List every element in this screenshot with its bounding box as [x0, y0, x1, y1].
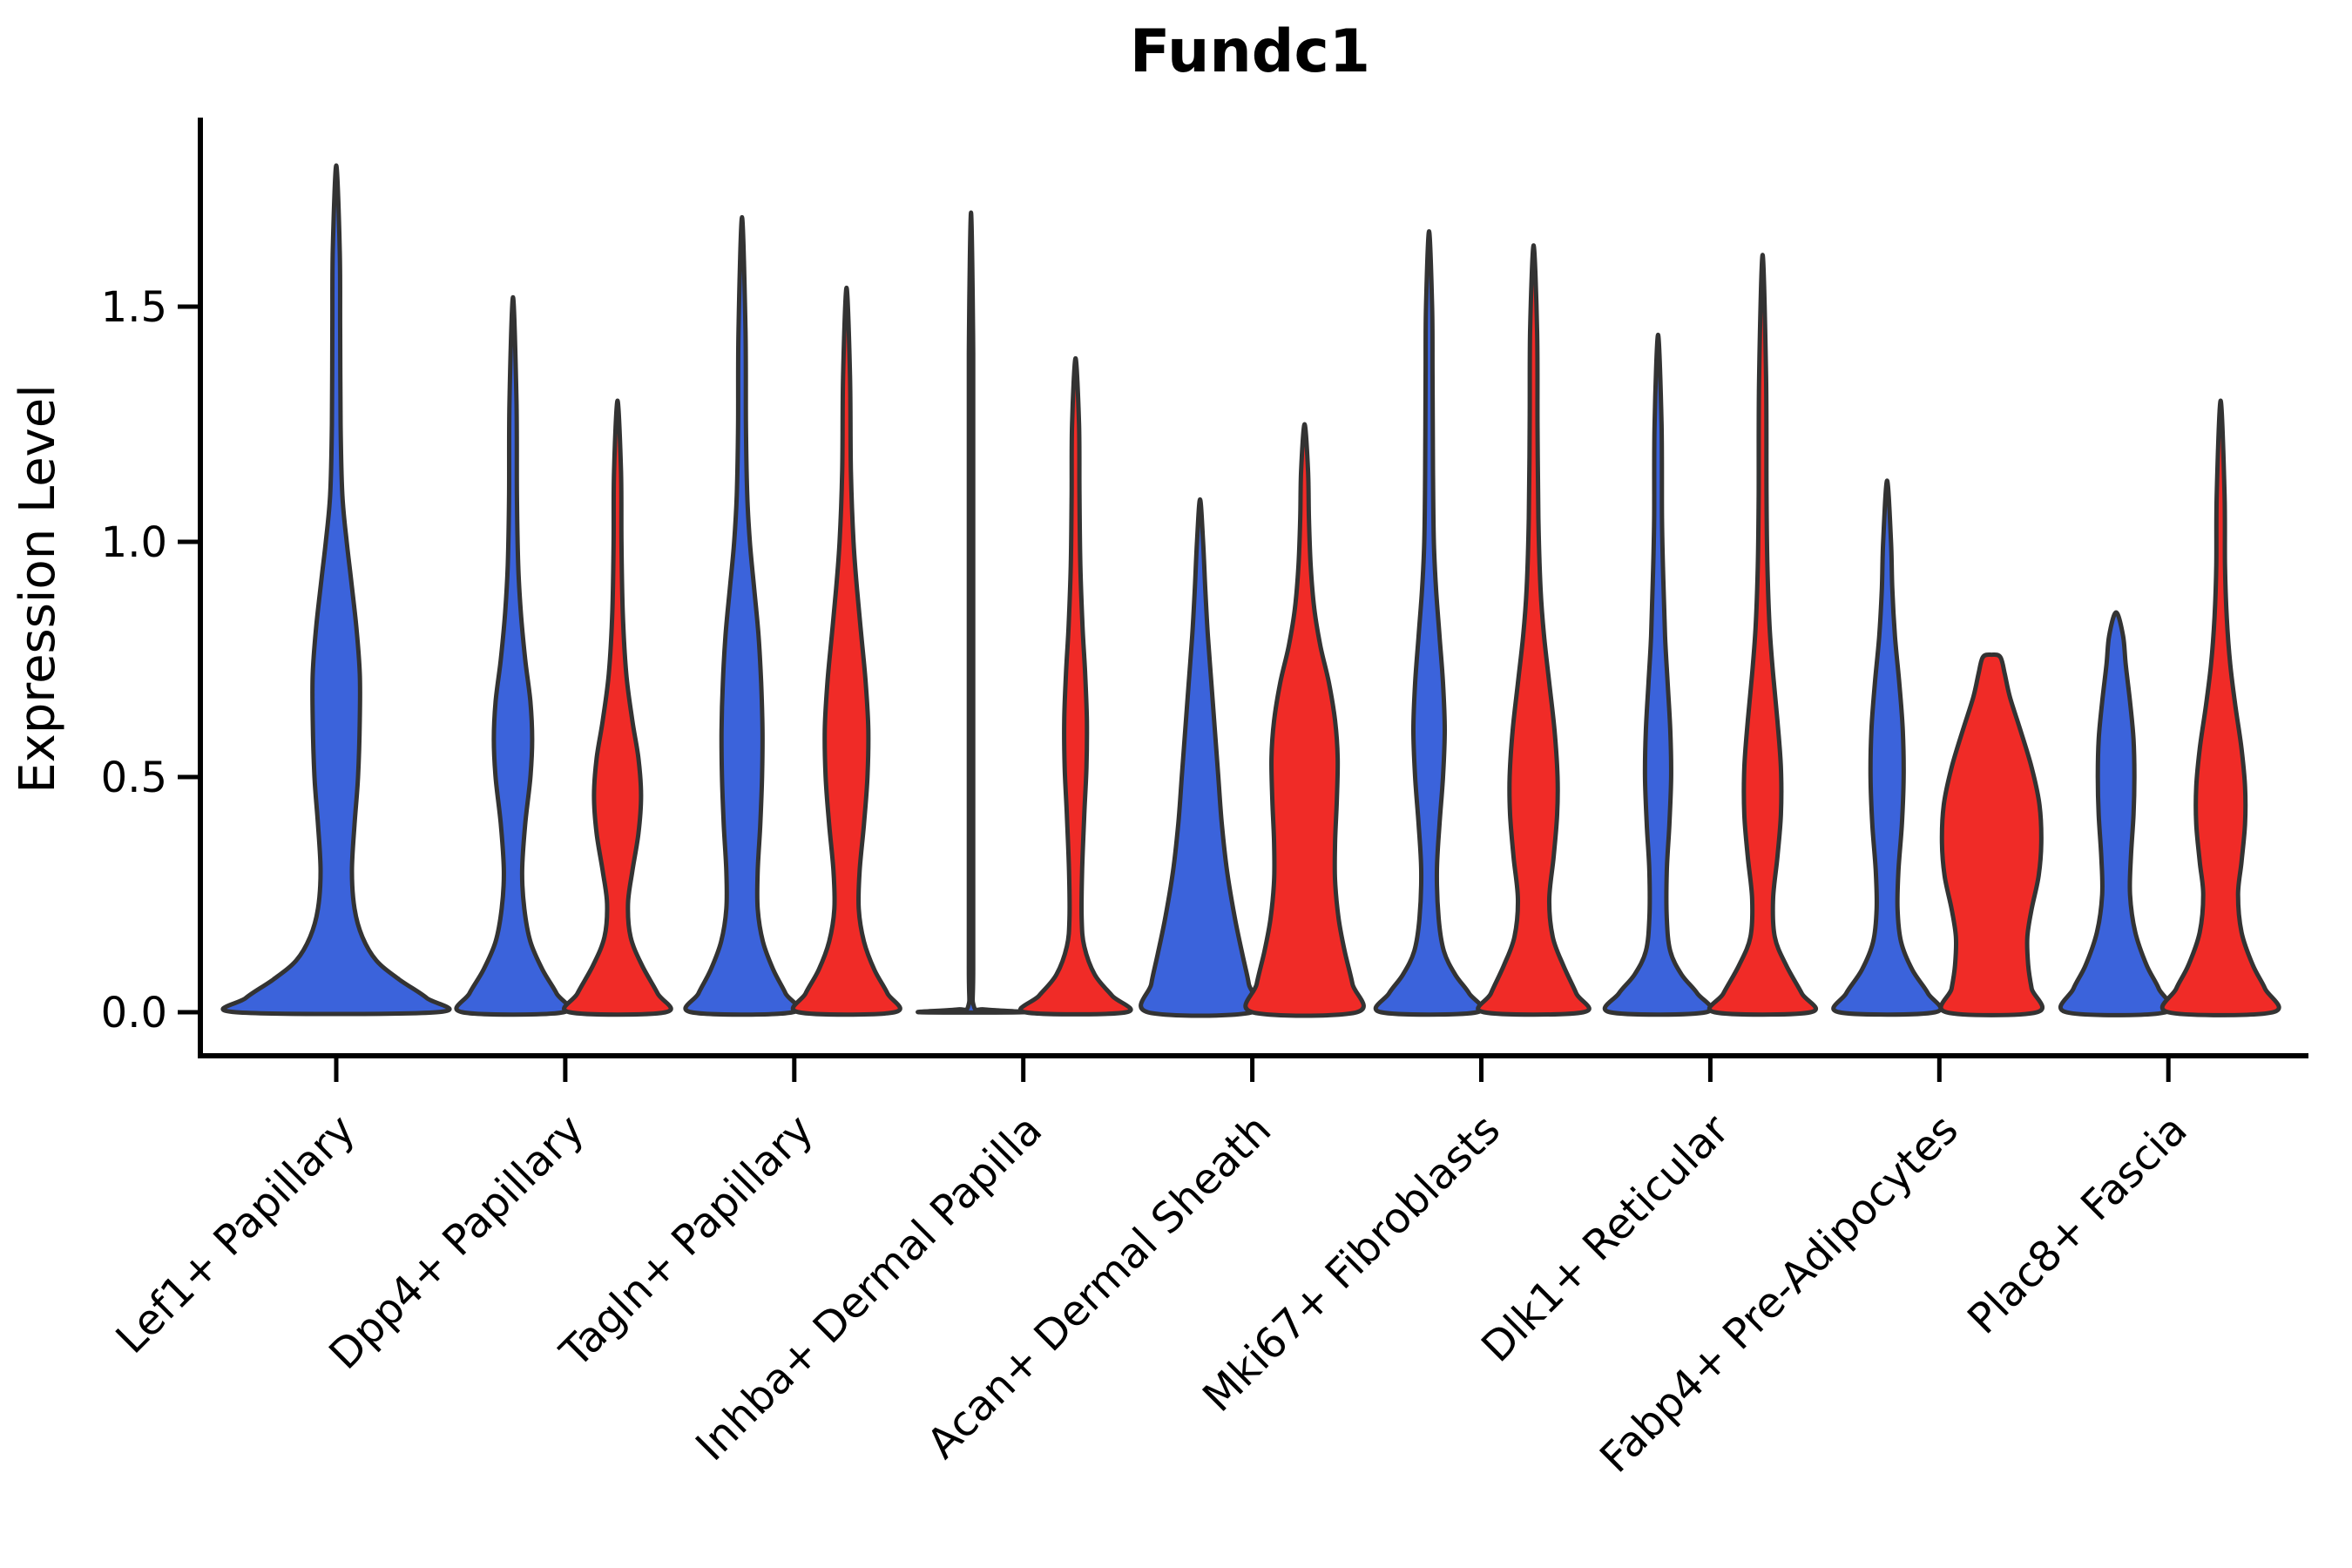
violin-acan-dermal-sheath-blue [1139, 497, 1261, 1018]
x-label-dlk1-reticular: Dlk1+ Reticular [1472, 1105, 1739, 1372]
x-label-plac8-fascia: Plac8+ Fascia [1958, 1105, 2197, 1344]
y-tick-label-1.0: 1.0 [101, 518, 167, 567]
violin-tagln-papillary-red [790, 285, 902, 1017]
y-tick-label-0.0: 0.0 [101, 989, 167, 1037]
violin-tagln-papillary-blue [683, 214, 801, 1017]
violin-inhba-dermal-papilla-red [1017, 355, 1133, 1017]
y-axis-ticks: 0.0 0.5 1.0 1.5 [101, 283, 200, 1037]
violin-fabp4-pre-adipocytes-blue [1831, 478, 1943, 1017]
x-label-lef1-papillary: Lef1+ Papillary [107, 1105, 365, 1363]
y-tick-label-1.5: 1.5 [101, 283, 167, 332]
y-axis-label: Expression Level [10, 384, 66, 794]
violin-dpp4-papillary-red [562, 398, 673, 1017]
violin-dpp4-papillary-blue [454, 294, 572, 1017]
violins-group [220, 163, 2281, 1018]
violin-mki67-fibroblasts-blue [1373, 229, 1485, 1017]
violin-lef1-papillary-blue [220, 163, 452, 1017]
y-tick-label-0.5: 0.5 [101, 754, 167, 802]
violin-acan-dermal-sheath-red [1243, 422, 1366, 1018]
violin-fabp4-pre-adipocytes-red [1938, 652, 2044, 1017]
x-axis-ticks [334, 1056, 2171, 1082]
violin-dlk1-reticular-blue [1602, 332, 1714, 1017]
violin-plac8-fascia-blue [2058, 610, 2174, 1017]
x-label-dpp4-papillary: Dpp4+ Papillary [320, 1105, 593, 1379]
violin-inhba-dermal-papilla-blue [916, 210, 1027, 1015]
violin-plac8-fascia-red [2159, 398, 2281, 1017]
plot-title: Fundc1 [1130, 17, 1370, 86]
violin-dlk1-reticular-red [1707, 253, 1819, 1017]
x-label-tagln-papillary: Tagln+ Papillary [551, 1105, 822, 1377]
violin-mki67-fibroblasts-red [1476, 243, 1592, 1017]
